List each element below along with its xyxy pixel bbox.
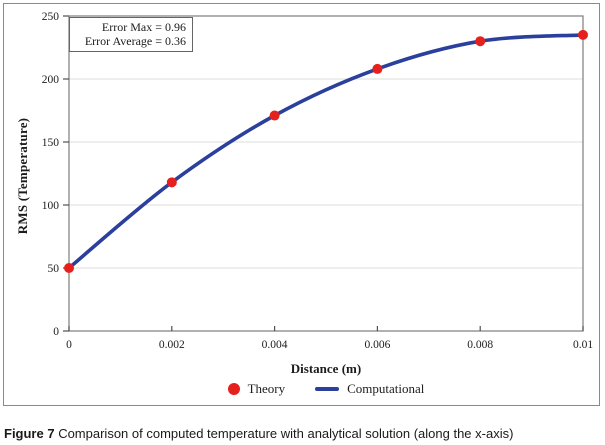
theory-dot-icon (227, 383, 240, 395)
x-tick-label: 0.01 (573, 339, 593, 351)
figure-caption-text: Comparison of computed temperature with … (54, 426, 514, 441)
legend-label-computational: Computational (347, 381, 425, 396)
y-tick-label: 200 (42, 74, 60, 86)
plot-border (68, 15, 584, 332)
x-axis-title: Distance (m) (290, 361, 362, 376)
x-tick-label: 0.004 (262, 339, 288, 351)
theory-data-point (269, 110, 280, 121)
computational-line-icon (315, 387, 340, 391)
annotation-box: Error Max = 0.96 Error Average = 0.36 (69, 17, 193, 52)
theory-data-point (578, 29, 588, 40)
theory-data-point (475, 36, 486, 47)
computational-curve (67, 33, 585, 270)
theory-data-point (166, 177, 177, 188)
x-tick-label: 0.006 (364, 339, 390, 351)
y-axis-title: RMS (Temperature) (15, 117, 30, 235)
annotation-line-error-max: Error Max = 0.96 (101, 20, 186, 34)
legend-item-computational: Computational (315, 381, 424, 397)
legend-label-theory: Theory (247, 381, 286, 396)
chart-figure: 0 50 100 150 200 250 0 0.002 0.004 0.006 0.008 0.01… (3, 3, 600, 406)
y-tick-label: 0 (53, 326, 59, 338)
plot-area: 0 50 100 150 200 250 0 0.002 0.004 0.006 0.008 0.01 (42, 11, 594, 351)
legend-item-theory: Theory (227, 381, 286, 397)
legend: Theory Computational (69, 380, 583, 398)
figure-caption: Figure 7 Comparison of computed temperat… (4, 425, 602, 442)
x-tick-label: 0.002 (159, 339, 185, 351)
theory-data-point (64, 263, 74, 273)
x-tick-label: 0 (66, 339, 72, 351)
y-tick-label: 150 (42, 137, 60, 149)
x-tick-label: 0.008 (467, 339, 493, 351)
y-tick-label: 50 (48, 263, 60, 275)
theory-data-point (372, 63, 383, 74)
y-tick-label: 250 (42, 11, 60, 23)
annotation-line-error-average: Error Average = 0.36 (84, 34, 186, 48)
figure-caption-label: Figure 7 (4, 426, 55, 441)
y-tick-label: 100 (42, 200, 60, 212)
